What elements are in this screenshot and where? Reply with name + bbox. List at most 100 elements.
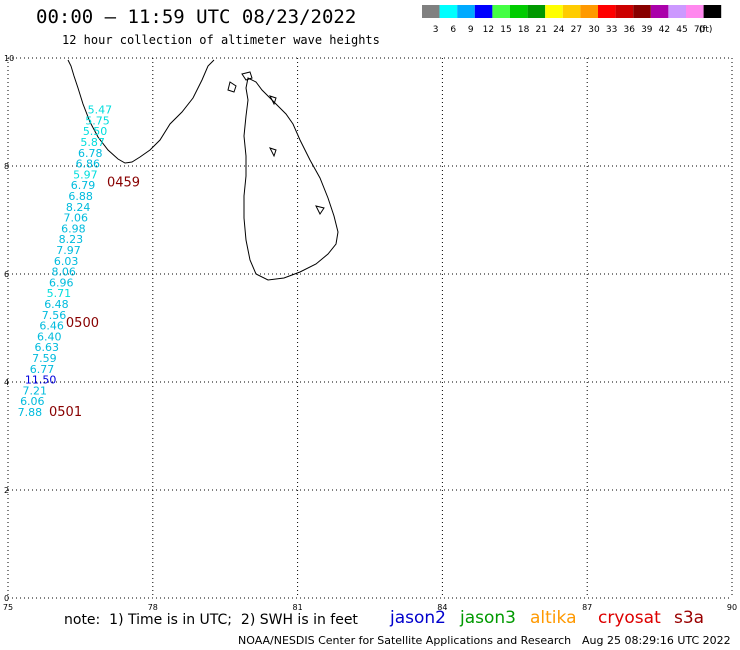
satellite-label-s3a: s3a xyxy=(674,608,705,628)
lat-tick-label: 0 xyxy=(4,594,9,603)
generated-timestamp: Aug 25 08:29:16 UTC 2022 xyxy=(582,634,731,647)
wave-height-label: 6.96 xyxy=(49,276,74,289)
lat-tick-label: 6 xyxy=(4,270,9,279)
wave-height-label: 6.48 xyxy=(44,298,68,311)
legend-swatch xyxy=(668,5,686,18)
island-fragment xyxy=(227,81,237,93)
legend-label: 9 xyxy=(468,25,474,35)
pass-time-labels: 0459 0500 0501 xyxy=(49,176,140,420)
color-legend: 3 6 9 12 15 18 21 24 27 30 33 36 39 42 45 70(ft) xyxy=(422,5,722,35)
legend-swatch xyxy=(580,5,598,18)
lat-tick-label: 10 xyxy=(4,54,14,63)
wave-height-label: 5.47 xyxy=(88,104,113,117)
wave-height-label: 11.50 xyxy=(25,374,57,387)
page-subtitle: 12 hour collection of altimeter wave hei… xyxy=(62,33,380,47)
legend-swatch xyxy=(492,5,510,18)
legend-label: 45 xyxy=(676,25,687,35)
legend-swatch xyxy=(633,5,651,18)
satellite-label-jason2: jason2 xyxy=(390,608,446,628)
wave-height-label: 6.63 xyxy=(35,341,60,354)
legend-label: 21 xyxy=(535,25,546,35)
legend-label: 3 xyxy=(433,25,439,35)
legend-label: 36 xyxy=(623,25,635,35)
wave-height-label: 5.97 xyxy=(73,168,98,181)
satellite-label-cryosat: cryosat xyxy=(598,608,661,628)
island-fragment xyxy=(315,205,325,215)
legend-unit: (ft) xyxy=(699,25,713,35)
island-fragment xyxy=(269,95,277,106)
credit-line: NOAA/NESDIS Center for Satellite Applica… xyxy=(238,634,572,647)
legend-swatch xyxy=(650,5,669,18)
wave-height-map: 75 78 81 84 87 90 0 2 4 6 8 10 5.475.755.505.876.78… xyxy=(3,54,737,610)
lon-tick-label: 84 xyxy=(437,603,447,610)
wave-height-label: 7.59 xyxy=(32,352,57,365)
wave-height-label: 6.40 xyxy=(37,330,62,343)
lon-tick-label: 90 xyxy=(727,603,737,610)
legend-label: 18 xyxy=(518,25,530,35)
legend-swatch xyxy=(510,5,528,18)
legend-label: 27 xyxy=(571,25,582,35)
wave-height-label: 6.06 xyxy=(20,395,45,408)
grid-lines xyxy=(7,57,733,599)
wave-height-label: 5.50 xyxy=(83,125,108,138)
legend-swatch xyxy=(527,5,546,18)
legend-swatch xyxy=(562,5,581,18)
legend-swatch xyxy=(686,5,704,18)
satellite-label-jason3: jason3 xyxy=(460,608,516,628)
legend-swatch xyxy=(439,5,458,18)
legend-swatch xyxy=(422,5,440,18)
legend-label: 42 xyxy=(659,25,670,35)
wave-height-label: 7.06 xyxy=(64,212,89,225)
pass-time-label: 0501 xyxy=(49,405,82,420)
satellite-label-altika: altika xyxy=(530,608,577,628)
wave-observations: 5.475.755.505.876.786.865.976.796.888.24… xyxy=(18,104,112,419)
wave-height-label: 7.56 xyxy=(42,309,67,322)
legend-label: 30 xyxy=(588,25,600,35)
wave-height-label: 6.78 xyxy=(78,147,103,160)
wave-height-label: 5.87 xyxy=(80,136,105,149)
wave-height-label: 5.75 xyxy=(85,114,110,127)
lon-tick-label: 87 xyxy=(582,603,592,610)
india-coastline xyxy=(67,59,215,164)
wave-height-label: 6.79 xyxy=(71,179,96,192)
wave-height-label: 7.21 xyxy=(22,384,47,397)
wave-height-label: 6.98 xyxy=(61,222,86,235)
legend-swatch xyxy=(474,5,493,18)
wave-height-label: 5.71 xyxy=(47,287,72,300)
pass-time-label: 0500 xyxy=(66,316,99,331)
wave-height-label: 8.06 xyxy=(51,266,76,279)
legend-label: 6 xyxy=(450,25,456,35)
lon-tick-label: 78 xyxy=(148,603,158,610)
legend-swatch xyxy=(703,5,722,18)
sri-lanka-coastline xyxy=(243,77,339,281)
wave-height-label: 6.77 xyxy=(30,363,55,376)
wave-height-label: 7.88 xyxy=(18,406,43,419)
legend-swatch xyxy=(457,5,475,18)
legend-label: 15 xyxy=(500,25,511,35)
lon-tick-label: 75 xyxy=(3,603,13,610)
island-fragment xyxy=(241,71,253,81)
wave-height-label: 8.23 xyxy=(59,233,84,246)
legend-label: 24 xyxy=(553,25,565,35)
legend-label: 12 xyxy=(483,25,494,35)
wave-height-label: 6.46 xyxy=(39,320,64,333)
lat-tick-label: 8 xyxy=(4,162,9,171)
pass-time-label: 0459 xyxy=(107,176,140,191)
axis-labels: 75 78 81 84 87 90 0 2 4 6 8 10 xyxy=(3,54,737,610)
wave-height-label: 8.24 xyxy=(66,201,91,214)
lat-tick-label: 2 xyxy=(4,486,9,495)
legend-label: 39 xyxy=(641,25,653,35)
lon-tick-label: 81 xyxy=(293,603,303,610)
lat-tick-label: 4 xyxy=(4,378,9,387)
island-fragment xyxy=(269,147,277,158)
wave-height-label: 6.88 xyxy=(68,190,93,203)
wave-height-label: 6.03 xyxy=(54,255,79,268)
legend-swatch xyxy=(598,5,616,18)
wave-height-label: 6.86 xyxy=(76,158,101,171)
legend-swatch xyxy=(615,5,634,18)
legend-swatch xyxy=(545,5,563,18)
legend-label: 33 xyxy=(606,25,617,35)
footer-note: note: 1) Time is in UTC; 2) SWH is in fe… xyxy=(64,612,358,628)
legend-label: 70 xyxy=(694,25,706,35)
page-title: 00:00 – 11:59 UTC 08/23/2022 xyxy=(36,6,357,28)
